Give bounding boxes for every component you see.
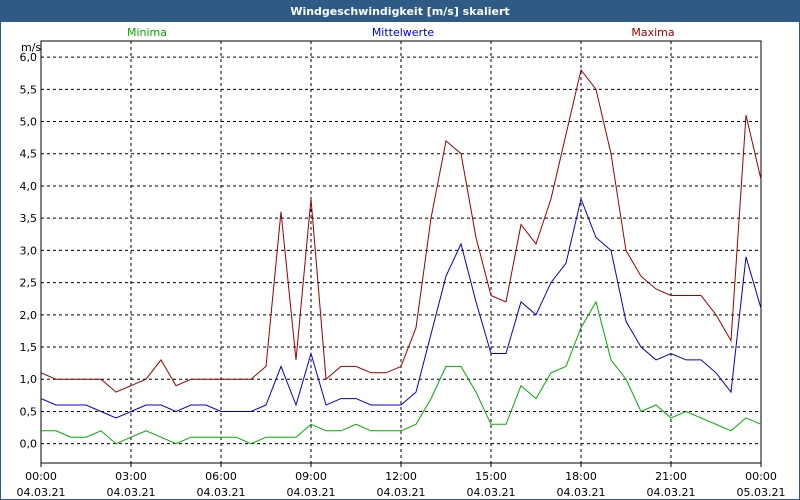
y-tick-label: 3,5 [20,212,38,225]
series-line-mittelwerte [40,197,762,419]
x-tick-date: 05.03.21 [737,486,786,499]
chart-title: Windgeschwindigkeit [m/s] skaliert [1,1,799,22]
plot-border [40,40,762,464]
y-tick-label: 6,0 [20,51,38,64]
y-tick-label: 2,5 [20,277,38,290]
x-tick-time: 21:00 [655,470,687,483]
legend-mittelwerte: Mittelwerte [372,26,435,39]
y-tick-label: 1,5 [20,341,38,354]
x-tick-date: 04.03.21 [647,486,696,499]
y-axis-label: m/s [21,41,41,54]
x-tick-date: 04.03.21 [287,486,336,499]
series-line-minima [41,300,762,445]
y-tick-label: 2,0 [20,309,38,322]
y-tick-label: 4,5 [20,148,38,161]
x-tick-time: 00:00 [25,470,57,483]
y-tick-label: 3,0 [20,244,38,257]
x-tick-time: 03:00 [115,470,147,483]
x-tick-date: 04.03.21 [17,486,66,499]
series-line-maxima [40,68,762,393]
x-tick-date: 04.03.21 [557,486,606,499]
x-tick-time: 12:00 [385,470,417,483]
x-tick-date: 04.03.21 [107,486,156,499]
x-tick-time: 09:00 [295,470,327,483]
x-tick-time: 00:00 [745,470,777,483]
x-tick-date: 04.03.21 [467,486,516,499]
y-tick-label: 0,0 [20,438,38,451]
legend-minima: Minima [127,26,167,39]
x-tick-time: 15:00 [475,470,507,483]
y-tick-label: 5,5 [20,83,38,96]
x-tick-time: 06:00 [205,470,237,483]
x-tick-date: 04.03.21 [197,486,246,499]
y-tick-label: 4,0 [20,180,38,193]
x-tick-date: 04.03.21 [377,486,426,499]
y-tick-label: 0,5 [20,405,38,418]
y-tick-label: 5,0 [20,116,38,129]
y-tick-label: 1,0 [20,373,38,386]
x-tick-time: 18:00 [565,470,597,483]
legend-maxima: Maxima [631,26,674,39]
